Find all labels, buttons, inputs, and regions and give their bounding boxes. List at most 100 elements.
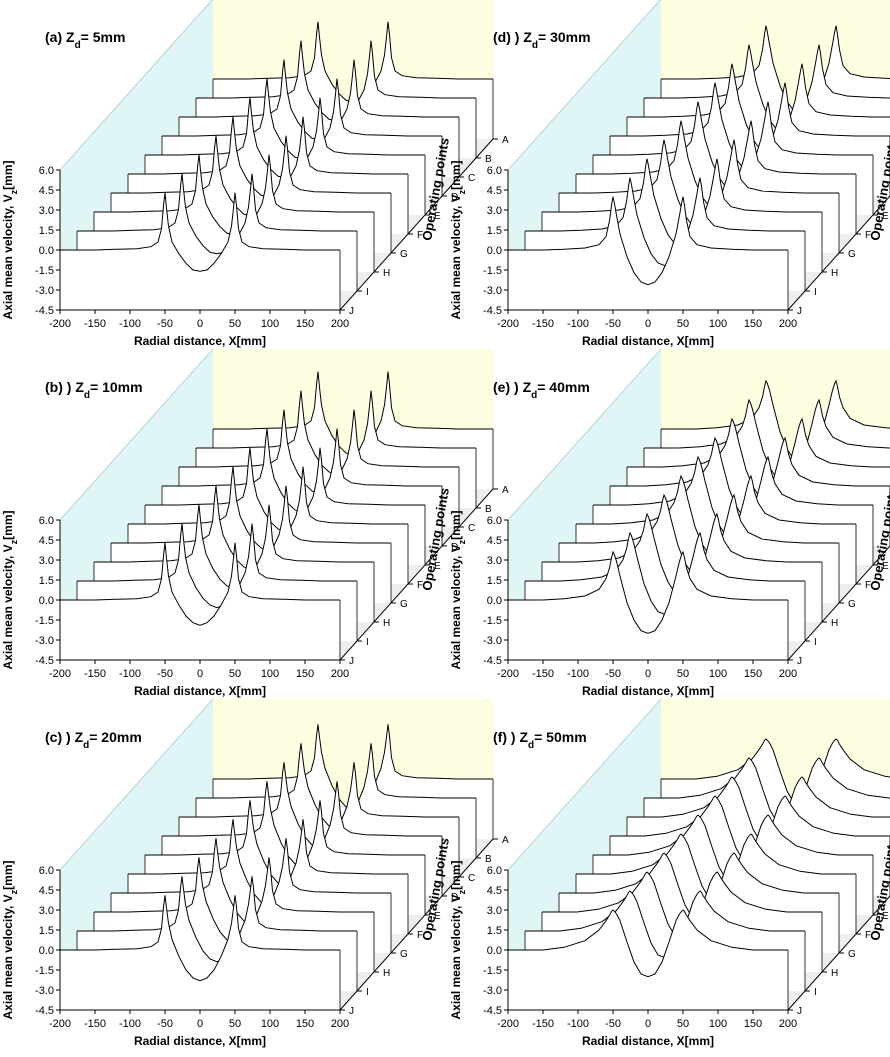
chart-panel-c: -4.5 -3.0 -1.5 0.0 1.5 3.0 4.5 6.0 -200 -150 -100 -… [1, 698, 509, 1048]
x-tick-label: -200 [497, 318, 519, 330]
y-tick-label: 6.0 [39, 865, 54, 877]
y-tick-label: 0.0 [39, 245, 54, 257]
z-tick-label: A [502, 485, 509, 496]
x-tick-label: -100 [567, 1018, 589, 1030]
x-tick-label: 150 [296, 318, 314, 330]
panel-title: (d) ) Zd= 30mm [493, 29, 591, 51]
panel-title-subscript: d [532, 40, 538, 51]
y-tick-label: 6.0 [39, 165, 54, 177]
z-tick-label: D [451, 892, 458, 903]
y-tick-label: 4.5 [39, 535, 54, 547]
z-tick-label: I [814, 287, 817, 298]
y-tick-label: -3.0 [35, 985, 54, 997]
slice-line [60, 895, 340, 982]
y-tick-label: 1.5 [39, 925, 54, 937]
z-tick-label: E [882, 911, 889, 922]
panel-title-suffix: = 30mm [538, 29, 591, 45]
x-tick-label: 0 [645, 318, 651, 330]
x-tick-label: 50 [677, 668, 689, 680]
y-tick-label: -4.5 [483, 655, 502, 667]
side-wall-edge [59, 0, 213, 171]
chart-panel-e: -4.5 -3.0 -1.5 0.0 1.5 3.0 4.5 6.0 -200 -150 -100 -… [449, 348, 890, 698]
panel-title-prefix: (b) ) [45, 379, 75, 395]
y-tick-label: 1.5 [487, 225, 502, 237]
panel-title-var: Z [75, 379, 84, 395]
y-axis-label: Axial mean velocity, Vz[mm] [1, 860, 19, 1019]
z-tick-label: J [797, 306, 802, 317]
x-tick-label: -150 [532, 318, 554, 330]
panel-title: (a) Zd= 5mm [45, 29, 125, 51]
z-tick-label: A [502, 135, 509, 146]
z-tick-label: B [485, 854, 492, 865]
x-tick-label: 50 [677, 1018, 689, 1030]
x-axis-label: Radial distance, X[mm] [134, 684, 266, 698]
z-tick-label: B [485, 504, 492, 515]
x-tick-label: 150 [744, 668, 762, 680]
y-tick-label: -3.0 [483, 635, 502, 647]
y-axis-label: Axial mean velocity, Vz[mm] [1, 510, 19, 669]
y-tick-label: 0.0 [487, 945, 502, 957]
x-tick-label: 200 [779, 318, 797, 330]
z-tick-label: C [468, 173, 475, 184]
panel-title-suffix: = 10mm [90, 379, 143, 395]
y-tick-label: -4.5 [35, 305, 54, 317]
z-tick-label: J [349, 1006, 354, 1017]
y-axis-label: Axial mean velocity, Vz[mm] [449, 510, 467, 669]
x-tick-label: 50 [677, 318, 689, 330]
x-axis-label: Radial distance, X[mm] [134, 334, 266, 348]
x-tick-label: 0 [645, 668, 651, 680]
x-axis-label: Radial distance, X[mm] [582, 684, 714, 698]
y-tick-label: 3.0 [487, 555, 502, 567]
slice-fill [508, 910, 788, 1010]
z-tick-label: C [468, 873, 475, 884]
z-axis-line [339, 838, 494, 1011]
x-tick-label: -100 [567, 318, 589, 330]
x-tick-label: 100 [261, 318, 279, 330]
y-tick-label: 4.5 [487, 885, 502, 897]
z-tick-label: E [434, 211, 441, 222]
y-tick-label: -1.5 [483, 615, 502, 627]
side-wall-edge [59, 348, 214, 521]
z-tick-label: H [831, 268, 838, 279]
z-tick-label: G [848, 949, 856, 960]
z-tick-label: H [383, 968, 390, 979]
panel-title-var: Z [66, 29, 75, 45]
y-tick-label: -1.5 [483, 265, 502, 277]
y-axis-label-main: Axial mean velocity, V [449, 544, 463, 669]
x-tick-label: -100 [567, 668, 589, 680]
x-tick-label: 200 [331, 668, 349, 680]
chart-panel-d: -4.5 -3.0 -1.5 0.0 1.5 3.0 4.5 6.0 -200 -150 -100 -… [449, 0, 890, 348]
x-tick-label: 50 [229, 668, 241, 680]
y-axis-label-subscript: z [457, 189, 467, 194]
z-tick-label: D [451, 542, 458, 553]
z-tick-label: J [797, 656, 802, 667]
x-tick-label: 100 [261, 668, 279, 680]
panel-title-suffix: = 40mm [537, 379, 590, 395]
z-tick-label: J [797, 1006, 802, 1017]
panel-title-suffix: = 20mm [89, 729, 142, 745]
y-tick-label: 3.0 [39, 905, 54, 917]
z-axis-line [787, 895, 890, 1011]
y-tick-label: -1.5 [483, 965, 502, 977]
z-tick-label: F [417, 580, 423, 591]
x-axis-label: Radial distance, X[mm] [134, 1034, 266, 1048]
y-tick-label: 6.0 [487, 165, 502, 177]
z-tick-label: E [434, 911, 441, 922]
y-axis-label-subscript: z [457, 889, 467, 894]
x-tick-label: -50 [157, 318, 173, 330]
x-tick-label: 50 [229, 318, 241, 330]
x-tick-label: 0 [197, 1018, 203, 1030]
z-tick-label: D [451, 192, 458, 203]
z-tick-label: F [417, 230, 423, 241]
panel-title-prefix: (f) ) [493, 729, 519, 745]
panel-title-var: Z [523, 29, 532, 45]
x-tick-label: 0 [197, 668, 203, 680]
y-tick-label: -3.0 [35, 285, 54, 297]
slice-fill [60, 895, 340, 1010]
x-tick-label: -100 [119, 318, 141, 330]
z-tick-label: H [831, 968, 838, 979]
x-tick-label: 150 [296, 668, 314, 680]
y-tick-label: 0.0 [487, 595, 502, 607]
y-axis-label-unit: [mm] [1, 860, 15, 889]
